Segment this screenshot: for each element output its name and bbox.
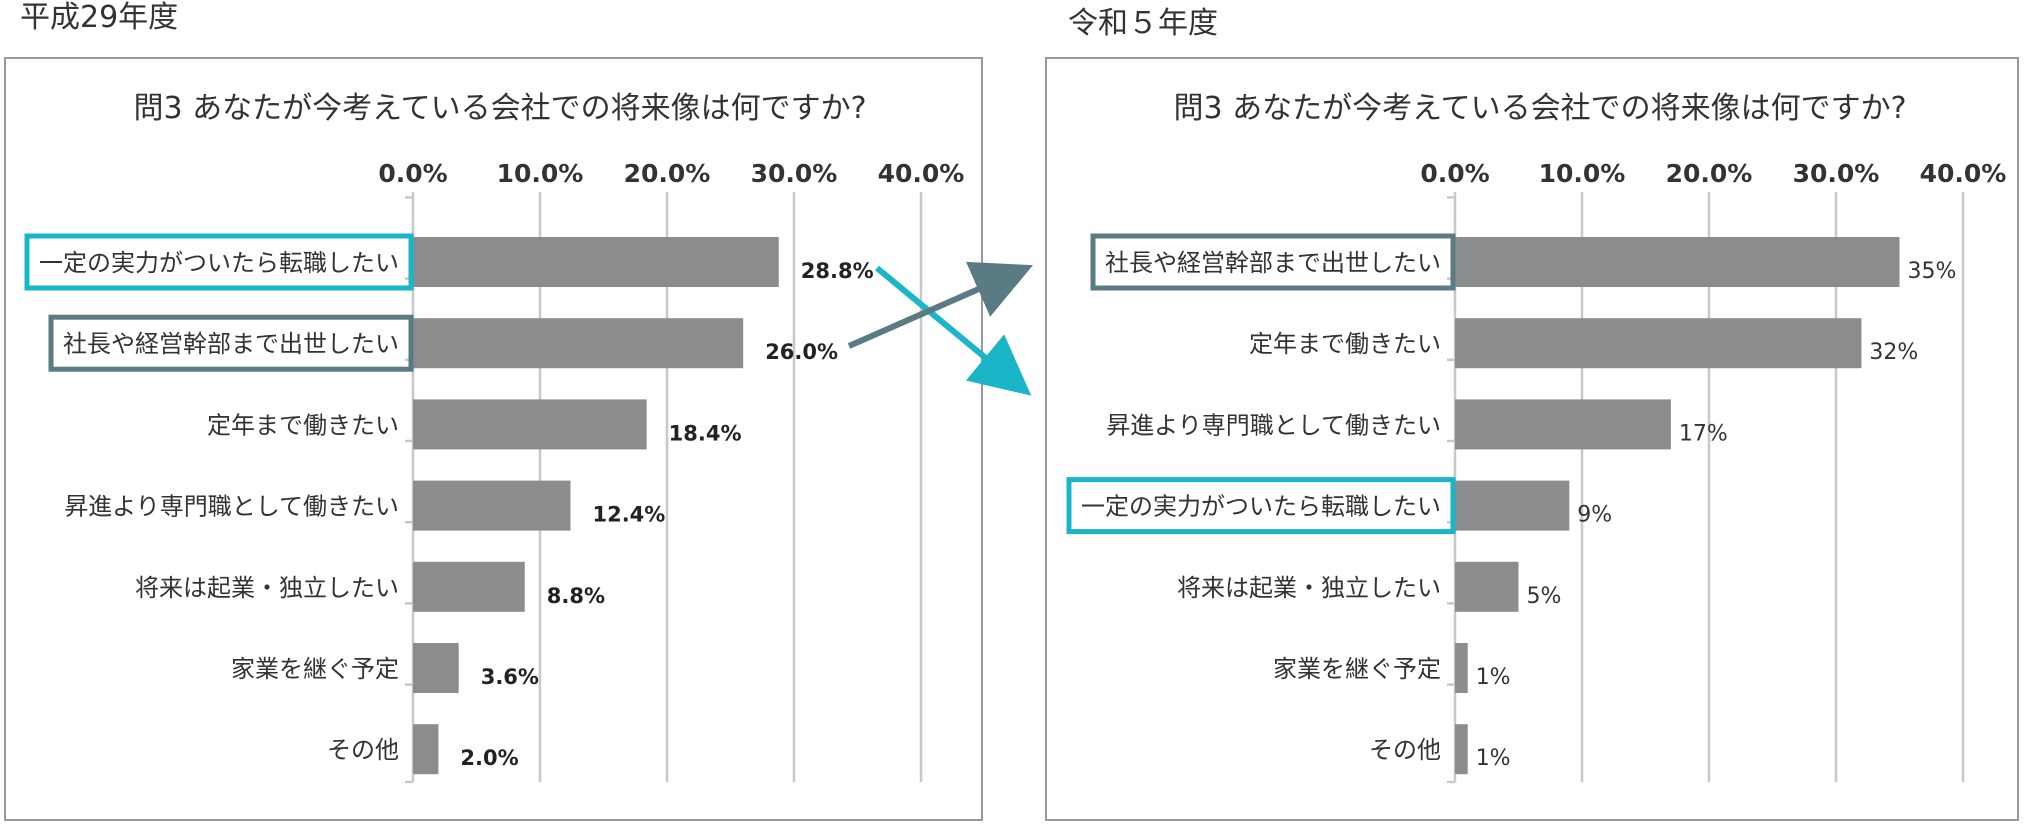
category-label: 一定の実力がついたら転職したい xyxy=(39,249,399,277)
tick-label: 40.0% xyxy=(1920,159,2007,188)
category-label: 将来は起業・独立したい xyxy=(135,574,399,602)
bar xyxy=(413,399,647,450)
bar xyxy=(413,561,525,612)
bar xyxy=(1455,724,1468,775)
value-label: 12.4% xyxy=(592,503,665,527)
tick-label: 40.0% xyxy=(878,159,965,188)
chart-title-r5: 問3 あなたが今考えている会社での将来像は何ですか? xyxy=(1173,91,1906,126)
category-label: 家業を継ぐ予定 xyxy=(1273,655,1441,683)
chart-frame-r5 xyxy=(1045,57,2019,821)
bar xyxy=(1455,318,1862,369)
value-label: 5% xyxy=(1527,584,1562,609)
chart-panel-r5: 令和５年度 問3 あなたが今考えている会社での将来像は何ですか? 0.0% 10.… xyxy=(1045,6,2019,821)
highlight-box xyxy=(24,233,414,291)
category-label: 昇進より専門職として働きたい xyxy=(1106,411,1441,439)
tick-label: 20.0% xyxy=(624,159,711,188)
value-label: 35% xyxy=(1908,259,1957,284)
arrow-tenshoku xyxy=(875,265,1032,396)
category-label: その他 xyxy=(327,736,399,764)
value-labels-h29: 28.8% 26.0% 18.4% 12.4% 8.8% 3.6% 2.0% xyxy=(460,259,873,770)
category-labels-r5: 社長や経営幹部まで出世したい定年まで働きたい昇進より専門職として働きたい一定の実… xyxy=(1081,249,1441,764)
tick-label: 0.0% xyxy=(1420,159,1489,188)
period-label-r5: 令和５年度 xyxy=(1068,6,1218,41)
value-label: 17% xyxy=(1679,421,1728,446)
value-label: 3.6% xyxy=(481,665,539,689)
tick-label: 30.0% xyxy=(1793,159,1880,188)
bar xyxy=(413,318,744,369)
value-label: 18.4% xyxy=(669,421,742,445)
category-label: 社長や経営幹部まで出世したい xyxy=(1105,249,1441,277)
highlight-box xyxy=(1066,477,1456,535)
category-label: 家業を継ぐ予定 xyxy=(231,655,399,683)
value-label: 9% xyxy=(1577,503,1612,528)
highlight-boxes-h29 xyxy=(24,233,414,372)
category-label: 定年まで働きたい xyxy=(1249,330,1441,358)
tick-label: 10.0% xyxy=(497,159,584,188)
tick-label: 30.0% xyxy=(751,159,838,188)
tick-label: 20.0% xyxy=(1666,159,1753,188)
category-label: 定年まで働きたい xyxy=(207,411,399,439)
bar xyxy=(1455,480,1570,531)
tick-labels-r5: 0.0% 10.0% 20.0% 30.0% 40.0% xyxy=(1420,159,2006,188)
bar xyxy=(1455,399,1671,450)
value-label: 2.0% xyxy=(460,746,518,770)
bar xyxy=(413,643,459,693)
value-label: 8.8% xyxy=(547,584,605,608)
bar xyxy=(1455,643,1468,693)
chart-title-h29: 問3 あなたが今考えている会社での将来像は何ですか? xyxy=(133,91,866,126)
tick-labels-h29: 0.0% 10.0% 20.0% 30.0% 40.0% xyxy=(378,159,964,188)
arrow-shusse xyxy=(847,261,1033,349)
value-label: 1% xyxy=(1476,746,1511,771)
highlight-box xyxy=(1090,233,1456,291)
bar xyxy=(413,724,439,775)
category-label: 将来は起業・独立したい xyxy=(1177,574,1441,602)
value-label: 1% xyxy=(1476,665,1511,690)
bar xyxy=(413,237,779,287)
category-label: その他 xyxy=(1369,736,1441,764)
value-label: 28.8% xyxy=(801,259,874,283)
chart-frame-h29 xyxy=(4,57,983,821)
category-labels-h29: 一定の実力がついたら転職したい社長や経営幹部まで出世したい定年まで働きたい昇進よ… xyxy=(39,249,399,764)
bars-r5 xyxy=(1455,237,1900,775)
bar xyxy=(1455,561,1519,612)
tick-label: 10.0% xyxy=(1539,159,1626,188)
highlight-boxes-r5 xyxy=(1066,233,1456,535)
bars-h29 xyxy=(413,237,779,775)
period-label-h29: 平成29年度 xyxy=(20,0,178,35)
tick-label: 0.0% xyxy=(378,159,447,188)
bar xyxy=(413,480,571,531)
chart-panel-h29: 平成29年度 問3 あなたが今考えている会社での将来像は何ですか? 0.0% 10… xyxy=(4,0,983,821)
category-label: 社長や経営幹部まで出世したい xyxy=(63,330,399,358)
value-labels-r5: 35% 32% 17% 9% 5% 1% 1% xyxy=(1476,259,1957,771)
category-label: 昇進より専門職として働きたい xyxy=(64,493,399,521)
category-label: 一定の実力がついたら転職したい xyxy=(1081,493,1441,521)
highlight-box xyxy=(48,314,414,372)
value-label: 32% xyxy=(1869,340,1918,365)
bar xyxy=(1455,237,1900,287)
value-label: 26.0% xyxy=(765,340,838,364)
